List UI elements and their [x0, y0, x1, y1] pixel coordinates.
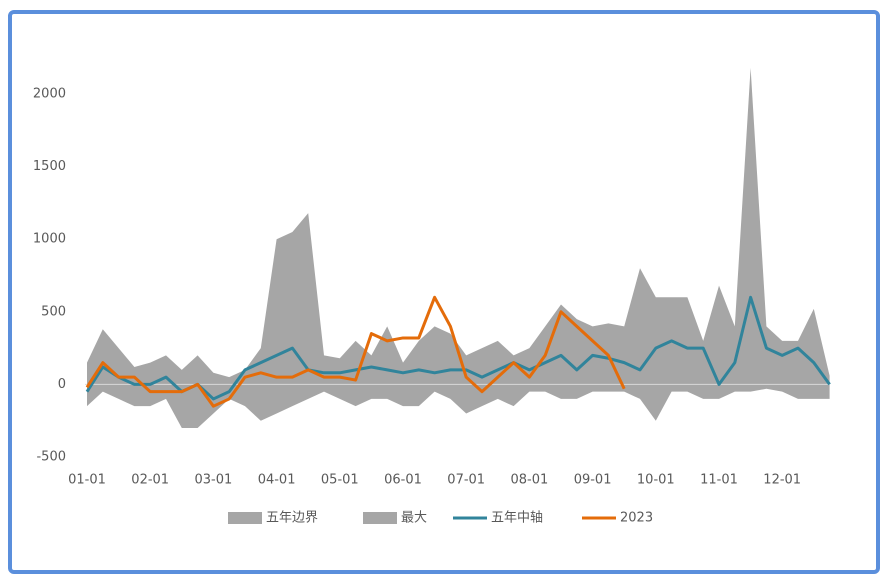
line — [85, 295, 831, 401]
y-tick-label: 2000 — [33, 87, 66, 102]
legend-label: 最大 — [401, 511, 427, 526]
legend-label: 2023 — [620, 511, 653, 526]
y-tick-label: 0 — [58, 377, 66, 392]
y-tick-label: -500 — [36, 450, 66, 465]
legend-label: 五年中轴 — [491, 511, 543, 526]
legend-label: 五年边界 — [266, 511, 318, 526]
line — [85, 295, 626, 408]
y-tick-label: 1000 — [33, 232, 66, 247]
x-tick-label: 07-01 — [447, 473, 485, 488]
x-tick-label: 11-01 — [700, 473, 738, 488]
x-tick-label: 01-01 — [68, 473, 106, 488]
x-tick-label: 12-01 — [763, 473, 801, 488]
x-tick-label: 05-01 — [321, 473, 359, 488]
x-tick-label: 09-01 — [574, 473, 612, 488]
y-tick-label: 1500 — [33, 159, 66, 174]
x-tick-label: 08-01 — [511, 473, 549, 488]
area — [87, 67, 830, 385]
legend-swatch — [363, 512, 397, 524]
x-tick-label: 06-01 — [384, 473, 422, 488]
x-tick-label: 03-01 — [195, 473, 233, 488]
area — [87, 384, 830, 428]
legend-swatch — [228, 512, 262, 524]
x-tick-label: 04-01 — [258, 473, 296, 488]
y-tick-label: 500 — [41, 304, 66, 319]
x-tick-label: 10-01 — [637, 473, 675, 488]
chart-frame — [8, 10, 880, 574]
x-tick-label: 02-01 — [131, 473, 169, 488]
